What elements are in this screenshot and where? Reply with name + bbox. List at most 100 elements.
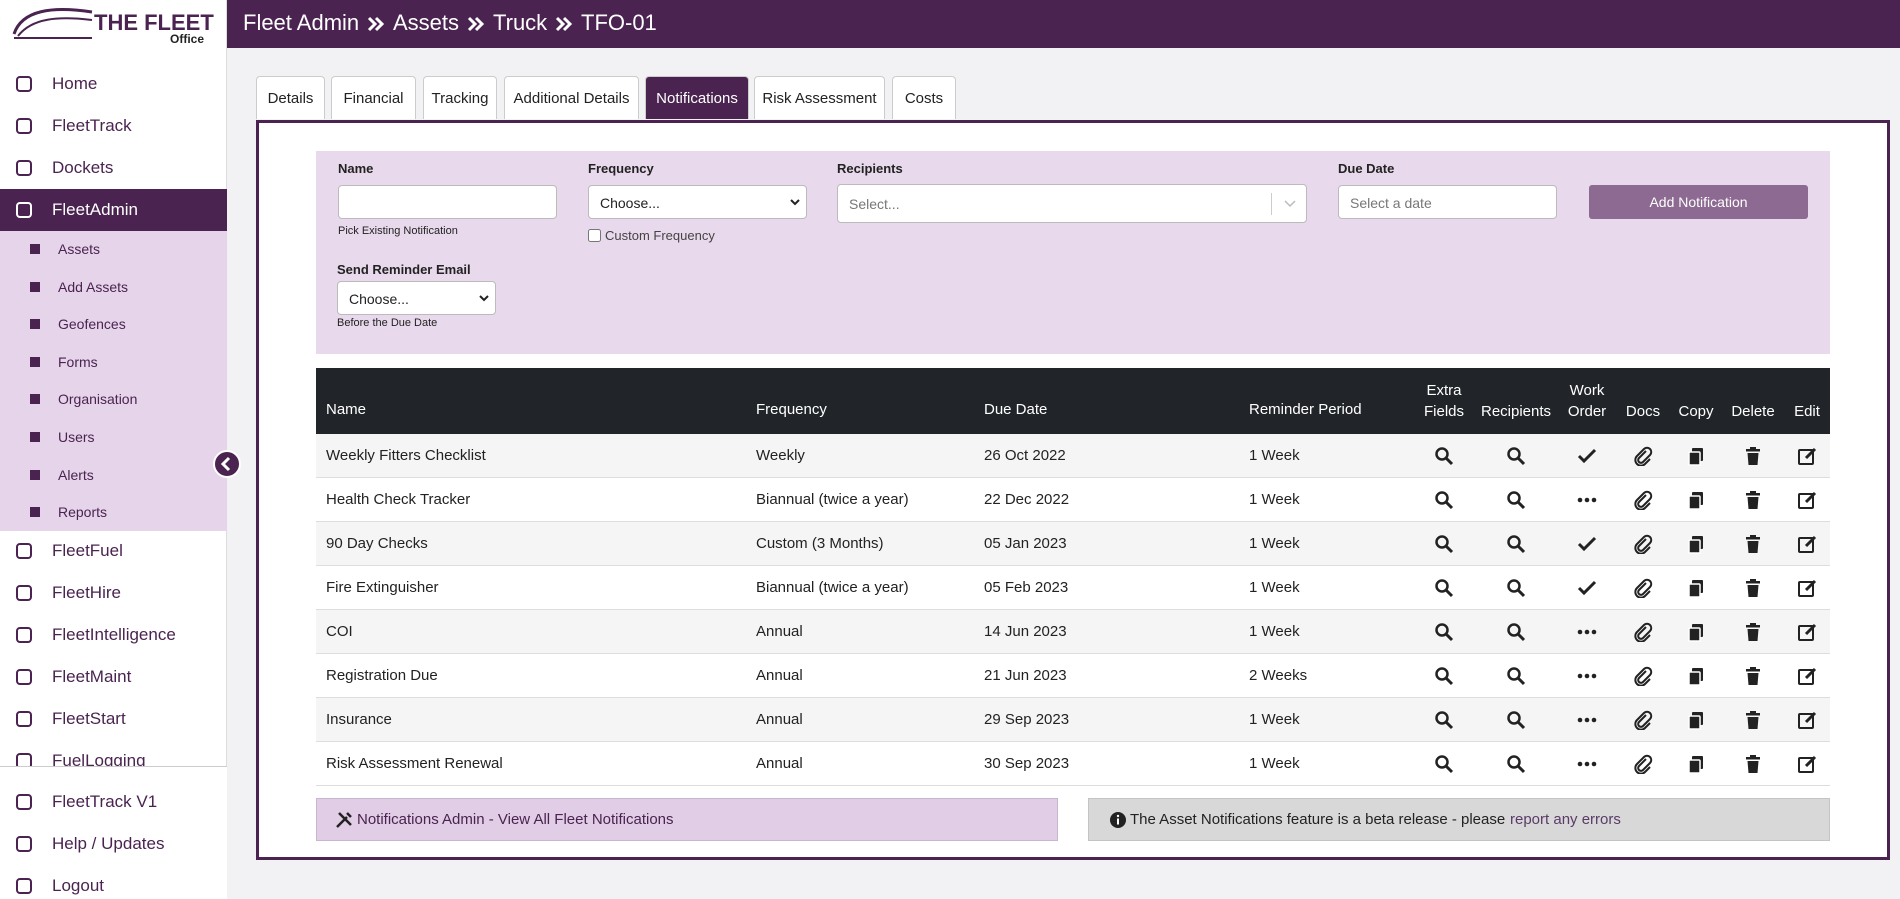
row-action-icon[interactable]: [1434, 446, 1454, 466]
tab[interactable]: Risk Assessment: [754, 76, 885, 119]
beta-link[interactable]: report any errors: [1510, 811, 1621, 828]
row-action-icon[interactable]: [1577, 490, 1597, 510]
row-action-icon[interactable]: [1743, 666, 1763, 686]
nav-item[interactable]: FleetHire: [52, 583, 121, 602]
tab[interactable]: Notifications: [645, 76, 749, 119]
row-action-icon[interactable]: [1686, 578, 1706, 598]
collapse-button[interactable]: [213, 450, 241, 478]
row-action-icon[interactable]: [1633, 666, 1653, 686]
reminder-select[interactable]: Choose...: [337, 281, 496, 315]
row-action-icon[interactable]: [1686, 622, 1706, 642]
tab-label[interactable]: Risk Assessment: [762, 90, 877, 107]
row-action-icon[interactable]: [1743, 490, 1763, 510]
admin-link-box[interactable]: Notifications Admin - View All Fleet Not…: [316, 798, 1058, 841]
row-action-icon[interactable]: [1506, 666, 1526, 686]
nav-item[interactable]: Dockets: [52, 158, 114, 177]
row-action-icon[interactable]: [1434, 666, 1454, 686]
tab-label[interactable]: Notifications: [656, 90, 738, 107]
tab[interactable]: Financial: [331, 76, 416, 119]
row-action-icon[interactable]: [1797, 534, 1817, 554]
row-action-icon[interactable]: [1506, 534, 1526, 554]
checkbox-label[interactable]: Custom Frequency: [605, 228, 715, 243]
recipients-select[interactable]: Select...: [837, 184, 1307, 223]
sub-nav-item[interactable]: Assets: [58, 241, 101, 257]
field-text[interactable]: Select a date: [1350, 194, 1432, 211]
row-action-icon[interactable]: [1797, 490, 1817, 510]
row-action-icon[interactable]: [1434, 710, 1454, 730]
row-action-icon[interactable]: [1633, 622, 1653, 642]
row-action-icon[interactable]: [1797, 446, 1817, 466]
sub-nav-item[interactable]: Add Assets: [58, 278, 129, 295]
sub-nav-item[interactable]: Forms: [58, 353, 98, 370]
tab[interactable]: Tracking: [423, 76, 497, 119]
row-action-icon[interactable]: [1743, 622, 1763, 642]
nav-item[interactable]: FleetMaint: [52, 667, 132, 686]
row-action-icon[interactable]: [1743, 446, 1763, 466]
row-action-icon[interactable]: [1686, 754, 1706, 774]
row-action-icon[interactable]: [1797, 622, 1817, 642]
row-action-icon[interactable]: [1506, 446, 1526, 466]
tab-label[interactable]: Costs: [904, 90, 944, 107]
row-action-icon[interactable]: [1743, 578, 1763, 598]
row-action-icon[interactable]: [1743, 754, 1763, 774]
nav-item[interactable]: FuelLogging: [52, 751, 146, 770]
tab-label[interactable]: Tracking: [431, 90, 489, 107]
row-action-icon[interactable]: [1577, 754, 1597, 774]
row-action-icon[interactable]: [1633, 534, 1653, 554]
row-action-icon[interactable]: [1506, 622, 1526, 642]
sub-nav-item[interactable]: Reports: [58, 504, 108, 521]
row-action-icon[interactable]: [1633, 754, 1653, 774]
row-action-icon[interactable]: [1797, 666, 1817, 686]
admin-link[interactable]: Notifications Admin - View All Fleet Not…: [357, 811, 674, 828]
frequency-select[interactable]: Choose...: [588, 185, 807, 219]
nav-item[interactable]: Home: [52, 74, 98, 93]
row-action-icon[interactable]: [1506, 578, 1526, 598]
row-action-icon[interactable]: [1633, 446, 1653, 466]
nav-item[interactable]: Logout: [52, 876, 104, 895]
row-action-icon[interactable]: [1434, 754, 1454, 774]
row-action-icon[interactable]: [1577, 622, 1597, 642]
tab-label[interactable]: Details: [267, 90, 314, 107]
tab-label[interactable]: Financial: [343, 90, 404, 107]
tab-label[interactable]: Additional Details: [513, 90, 630, 107]
field-text[interactable]: Select...: [849, 196, 900, 212]
row-action-icon[interactable]: [1686, 666, 1706, 686]
row-action-icon[interactable]: [1686, 710, 1706, 730]
nav-item[interactable]: FleetFuel: [52, 541, 123, 560]
row-action-icon[interactable]: [1434, 490, 1454, 510]
row-action-icon[interactable]: [1686, 446, 1706, 466]
row-action-icon[interactable]: [1797, 754, 1817, 774]
row-action-icon[interactable]: [1577, 578, 1597, 598]
row-action-icon[interactable]: [1686, 534, 1706, 554]
sub-nav-item[interactable]: Geofences: [58, 316, 126, 333]
row-action-icon[interactable]: [1506, 490, 1526, 510]
nav-item[interactable]: FleetTrack: [52, 116, 132, 135]
row-action-icon[interactable]: [1434, 622, 1454, 642]
sub-nav-item[interactable]: Alerts: [58, 466, 94, 483]
row-action-icon[interactable]: [1577, 710, 1597, 730]
nav-item[interactable]: FleetStart: [52, 709, 126, 728]
row-action-icon[interactable]: [1633, 578, 1653, 598]
row-action-icon[interactable]: [1633, 490, 1653, 510]
row-action-icon[interactable]: [1434, 534, 1454, 554]
due-date-input[interactable]: Select a date: [1338, 185, 1557, 219]
add-button-label[interactable]: Add Notification: [1649, 194, 1748, 210]
nav-item[interactable]: FleetIntelligence: [52, 625, 176, 644]
row-action-icon[interactable]: [1506, 710, 1526, 730]
row-action-icon[interactable]: [1686, 490, 1706, 510]
tab[interactable]: Costs: [892, 76, 956, 119]
checkbox[interactable]: [588, 229, 601, 242]
nav-item[interactable]: FleetAdmin: [52, 200, 138, 219]
name-input[interactable]: [338, 185, 557, 219]
row-action-icon[interactable]: [1577, 534, 1597, 554]
field-text[interactable]: Choose...: [349, 290, 409, 307]
row-action-icon[interactable]: [1506, 754, 1526, 774]
add-button[interactable]: Add Notification: [1589, 185, 1808, 219]
tab[interactable]: Details: [256, 76, 325, 119]
nav-item[interactable]: Help / Updates: [52, 834, 165, 853]
row-action-icon[interactable]: [1577, 666, 1597, 686]
row-action-icon[interactable]: [1797, 710, 1817, 730]
sub-nav-item[interactable]: Organisation: [58, 391, 138, 408]
tab[interactable]: Additional Details: [504, 76, 639, 119]
row-action-icon[interactable]: [1434, 578, 1454, 598]
